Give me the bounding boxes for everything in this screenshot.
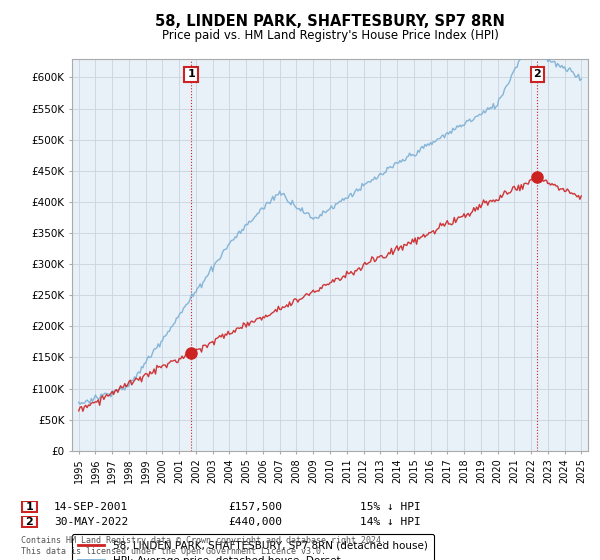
Text: 1: 1 (187, 69, 195, 80)
Text: 1: 1 (26, 502, 33, 512)
Text: 14% ↓ HPI: 14% ↓ HPI (360, 517, 421, 527)
Text: 58, LINDEN PARK, SHAFTESBURY, SP7 8RN: 58, LINDEN PARK, SHAFTESBURY, SP7 8RN (155, 14, 505, 29)
Text: £440,000: £440,000 (228, 517, 282, 527)
Text: This data is licensed under the Open Government Licence v3.0.: This data is licensed under the Open Gov… (21, 547, 326, 556)
Text: 2: 2 (26, 517, 33, 527)
Text: 2: 2 (533, 69, 541, 80)
Text: 30-MAY-2022: 30-MAY-2022 (54, 517, 128, 527)
Legend: 58, LINDEN PARK, SHAFTESBURY, SP7 8RN (detached house), HPI: Average price, deta: 58, LINDEN PARK, SHAFTESBURY, SP7 8RN (d… (72, 534, 434, 560)
Text: Contains HM Land Registry data © Crown copyright and database right 2024.: Contains HM Land Registry data © Crown c… (21, 536, 386, 545)
Text: Price paid vs. HM Land Registry's House Price Index (HPI): Price paid vs. HM Land Registry's House … (161, 29, 499, 42)
Text: £157,500: £157,500 (228, 502, 282, 512)
Text: 14-SEP-2001: 14-SEP-2001 (54, 502, 128, 512)
Text: 15% ↓ HPI: 15% ↓ HPI (360, 502, 421, 512)
